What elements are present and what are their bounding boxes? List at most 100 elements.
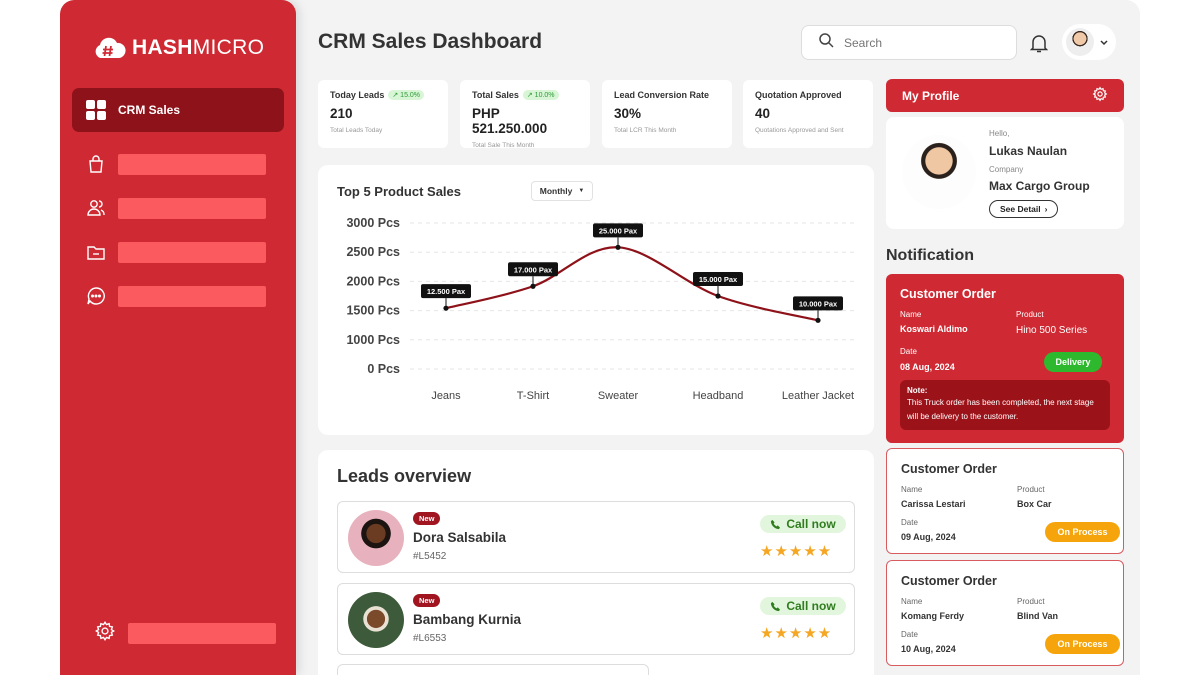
product-sales-card: Top 5 Product Sales 3000 Pcs 2500 Pcs 2000…: [318, 165, 874, 435]
stat-subtitle: Total Sale This Month: [472, 142, 535, 149]
name-label: Name: [901, 597, 923, 606]
stat-value: PHP 521.250.000: [472, 106, 548, 136]
profile-card: Hello, Lukas Naulan Company Max Cargo Gr…: [886, 117, 1124, 229]
stat-label: Today Leads: [330, 90, 385, 100]
chevron-right-icon: ›: [1044, 204, 1048, 214]
lead-item[interactable]: New Dora Salsabila #L5452 Call now ★★★★★: [337, 501, 855, 573]
series-line: [445, 246, 819, 322]
brand-name: HASHMICRO: [132, 36, 265, 59]
data-label-box: [593, 223, 643, 238]
lead-item-partial[interactable]: [337, 664, 649, 675]
see-detail-button[interactable]: See Detail ›: [989, 200, 1059, 218]
stat-label: Total Sales: [472, 90, 519, 100]
sidebar-item-placeholder: [118, 153, 266, 175]
date-label: Date: [901, 630, 918, 639]
stat-card-lead-conversion: Lead Conversion Rate 30% Total LCR This …: [602, 80, 732, 148]
y-tick-label: 2500 Pcs: [346, 245, 400, 259]
brand-logo[interactable]: HASHMICRO: [92, 36, 264, 60]
data-label-box: [508, 262, 558, 277]
search-box[interactable]: [801, 25, 1017, 60]
sidebar-item-placeholder: [128, 623, 276, 644]
notification-title: Notification: [886, 247, 974, 264]
product-name: Box Car: [1017, 499, 1052, 509]
stat-value: 30%: [614, 106, 642, 121]
lead-name: Bambang Kurnia: [413, 612, 522, 627]
stat-card-quotation-approved: Quotation Approved 40 Quotations Approve…: [743, 80, 873, 148]
new-badge: New: [413, 594, 441, 607]
company-label: Company: [989, 165, 1024, 174]
notification-heading: Customer Order: [901, 462, 997, 476]
call-now-button[interactable]: Call now: [760, 515, 846, 533]
period-dropdown[interactable]: Monthly ▼: [531, 181, 593, 201]
stat-subtitle: Total LCR This Month: [614, 127, 677, 134]
search-input[interactable]: [844, 35, 994, 50]
user-menu[interactable]: [1062, 24, 1116, 60]
y-tick-label: 1000 Pcs: [346, 333, 400, 347]
trend-badge: ↗ 15.0%: [388, 90, 425, 100]
rating-stars: ★★★★★: [760, 543, 833, 560]
date-label: Date: [900, 347, 917, 356]
lead-item[interactable]: New Bambang Kurnia #L6553 Call now ★★★★★: [337, 583, 855, 655]
leads-overview-card: Leads overview New Dora Salsabila #L5452…: [318, 450, 874, 675]
x-tick-label: Jeans: [431, 390, 461, 402]
sidebar-item-shop[interactable]: [86, 153, 266, 175]
notification-card[interactable]: Customer Order Name Komang Ferdy Product…: [886, 560, 1124, 666]
notification-card[interactable]: Customer Order Name Carissa Lestari Prod…: [886, 448, 1124, 554]
sidebar-item-folder[interactable]: [86, 241, 266, 263]
rating-stars: ★★★★★: [760, 625, 833, 642]
status-badge: On Process: [1045, 522, 1120, 542]
data-label: 15.000 Pax: [699, 275, 738, 284]
profile-name: Lukas Naulan: [989, 144, 1068, 158]
gear-icon: [94, 620, 116, 647]
data-label: 25.000 Pax: [599, 226, 638, 235]
stat-label: Quotation Approved: [755, 90, 842, 100]
name-label: Name: [900, 310, 922, 319]
x-tick-label: T-Shirt: [517, 390, 549, 402]
profile-photo: [902, 135, 976, 209]
sidebar-item-label: CRM Sales: [118, 103, 181, 117]
sidebar-item-crm-sales[interactable]: CRM Sales: [72, 88, 284, 132]
page-title: CRM Sales Dashboard: [318, 30, 543, 53]
users-icon: [86, 198, 106, 218]
data-label: 12.500 Pax: [427, 287, 466, 296]
lead-name: Dora Salsabila: [413, 530, 507, 545]
call-now-button[interactable]: Call now: [760, 597, 846, 615]
order-note: Note: This Truck order has been complete…: [900, 380, 1110, 430]
notification-card[interactable]: Customer Order Name Koswari Aldimo Produ…: [886, 274, 1124, 443]
lead-id: #L6553: [413, 633, 447, 644]
x-tick-label: Headband: [693, 390, 744, 402]
app-window: HASHMICRO CRM Sales: [60, 0, 1140, 675]
y-tick-label: 1500 Pcs: [346, 304, 400, 318]
status-badge: Delivery: [1044, 352, 1102, 372]
sidebar-item-users[interactable]: [86, 197, 266, 219]
data-label-box: [421, 284, 471, 299]
chart-title: Top 5 Product Sales: [337, 184, 462, 199]
phone-icon: [771, 519, 781, 529]
product-label: Product: [1017, 597, 1045, 606]
sidebar-item-messages[interactable]: [86, 285, 266, 307]
bell-icon[interactable]: [1029, 33, 1049, 53]
caret-down-icon: ▼: [578, 188, 585, 194]
stat-subtitle: Quotations Approved and Sent: [755, 127, 844, 134]
stat-value: 210: [330, 106, 353, 121]
y-tick-label: 3000 Pcs: [346, 216, 400, 230]
chat-bubble-icon: [86, 286, 106, 306]
sidebar-item-placeholder: [118, 197, 266, 219]
product-label: Product: [1016, 310, 1044, 319]
profile-title: My Profile: [902, 88, 960, 103]
search-icon: [818, 32, 834, 53]
x-tick-label: Leather Jacket: [782, 390, 854, 402]
y-tick-label: 2000 Pcs: [346, 274, 400, 288]
trend-badge: ↗ 10.0%: [522, 90, 559, 100]
profile-header: My Profile: [886, 79, 1124, 112]
order-date: 10 Aug, 2024: [901, 644, 956, 654]
sidebar-item-settings[interactable]: [94, 620, 276, 647]
y-tick-label: 0 Pcs: [367, 362, 400, 376]
avatar: [1066, 28, 1094, 56]
lead-id: #L5452: [413, 551, 447, 562]
stat-card-today-leads: Today Leads ↗ 15.0% 210 Total Leads Today: [318, 80, 448, 148]
data-label-box: [693, 272, 743, 286]
gear-icon[interactable]: [1092, 86, 1108, 105]
product-name: Hino 500 Series: [1016, 325, 1088, 336]
notification-heading: Customer Order: [900, 287, 996, 301]
